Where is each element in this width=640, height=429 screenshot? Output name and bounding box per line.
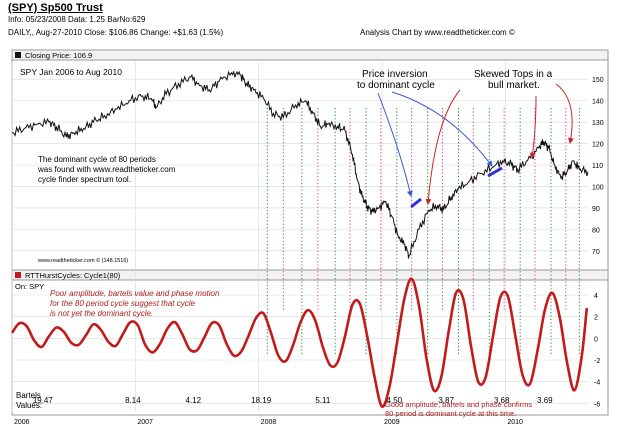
- cycle-tick-label: 4: [594, 293, 598, 300]
- dominant-cycle-line-3: cycle finder spectrum tool.: [38, 175, 131, 184]
- analysis-credit: Analysis Chart by www.readtheticker.com …: [360, 28, 515, 37]
- price-legend-bar: [11, 49, 609, 61]
- cycle-grid: [12, 294, 588, 404]
- x-tick-label: 2008: [261, 419, 277, 426]
- cycle-markers: [266, 108, 580, 355]
- price-tick-label: 140: [592, 99, 604, 106]
- cycle-legend-text: RTTHurstCycles: Cycle1(80): [25, 271, 121, 280]
- dominant-cycle-line-1: The dominant cycle of 80 periods: [38, 155, 156, 164]
- chart-info-line: Info: 05/23/2008 Data: 1.25 BarNo:629: [8, 15, 146, 24]
- bartels-value: 4.12: [186, 396, 202, 405]
- bartels-label-2: Values:: [16, 401, 42, 410]
- bartels-value: 3.87: [438, 396, 454, 405]
- inversion-arrow-2: [391, 91, 493, 167]
- good-note-line-2: 80 period is dominant cycle at this time…: [385, 409, 516, 418]
- cycle-y-axis: 4 2 0 -2 -4 -6: [594, 293, 600, 408]
- price-legend-swatch: [15, 52, 21, 58]
- price-watermark: www.readtheticker.com © (148.1516): [37, 257, 128, 264]
- price-tick-label: 90: [592, 206, 600, 213]
- cycle-tick-label: -6: [594, 401, 600, 408]
- price-tick-label: 110: [592, 163, 603, 170]
- cycle-tick-label: -2: [594, 358, 600, 365]
- poor-note-line-3: is not yet the dominant cycle.: [50, 309, 153, 318]
- inversion-bar-1: [410, 197, 422, 209]
- inversion-label-1: Price inversion: [362, 69, 428, 80]
- price-tick-label: 100: [592, 184, 604, 191]
- bartels-value: 4.50: [387, 396, 403, 405]
- price-series-line: [12, 70, 589, 259]
- cycle-tick-label: 2: [594, 315, 598, 322]
- price-chart-title: SPY Jan 2006 to Aug 2010: [20, 67, 122, 77]
- bartels-value: 19.47: [33, 396, 54, 405]
- cycle-series-line: [10, 277, 589, 408]
- cycle-legend-swatch: [15, 272, 21, 278]
- price-tick-label: 150: [592, 77, 604, 84]
- skewed-label-1: Skewed Tops in a: [474, 69, 553, 80]
- bartels-value: 8.14: [125, 396, 141, 405]
- price-tick-label: 70: [592, 249, 600, 256]
- inversion-bar-2: [487, 166, 503, 178]
- skewed-arrow-3: [555, 83, 574, 144]
- x-tick-label: 2006: [14, 419, 30, 426]
- bartels-value: 5.11: [315, 396, 331, 405]
- x-tick-label: 2007: [137, 419, 153, 426]
- price-panel-frame: [11, 49, 609, 271]
- good-note-line-1: Good amplitude, bartels and phase confir…: [385, 400, 532, 409]
- skewed-label-2: bull market.: [488, 80, 540, 91]
- chart-symbol-title[interactable]: (SPY) Sp500 Trust: [8, 2, 103, 14]
- price-tick-label: 80: [592, 227, 600, 234]
- price-legend-text: Closing Price: 106.9: [25, 51, 92, 60]
- price-tick-label: 130: [592, 120, 604, 127]
- bartels-value: 3.68: [494, 396, 510, 405]
- chart-daily-line: DAILY,, Aug-27-2010 Close: $106.86 Chang…: [8, 28, 224, 37]
- poor-note-line-1: Poor amplitude, bartels value and phase …: [50, 289, 220, 298]
- price-grid: [12, 78, 588, 252]
- bartels-value: 18.19: [251, 396, 272, 405]
- dominant-cycle-line-2: was found with www.readtheticker.com: [37, 165, 176, 174]
- bartels-label-1: Bartels: [16, 391, 41, 400]
- cycle-tick-label: 0: [594, 336, 598, 343]
- price-tick-label: 120: [592, 142, 604, 149]
- inversion-label-2: to dominant cycle: [357, 80, 435, 91]
- poor-note-line-2: for the 80 period cycle suggest that cyc…: [50, 299, 196, 308]
- bartels-value: 3.69: [537, 396, 553, 405]
- skewed-arrow-1: [425, 89, 461, 205]
- time-x-axis: 2006 2007 2008 2009 2010: [11, 62, 523, 426]
- x-tick-label: 2009: [384, 419, 400, 426]
- bartels-values: 19.47 8.14 4.12 18.19 5.11 4.50 3.87 3.68 3.69: [33, 396, 553, 405]
- inversion-arrow-1: [377, 92, 413, 197]
- x-tick-label: 2010: [507, 419, 523, 426]
- annotation-arrows: [377, 83, 574, 209]
- skewed-arrow-2: [529, 95, 537, 159]
- cycle-on-label: On: SPY: [15, 282, 44, 291]
- cycle-tick-label: -4: [594, 380, 600, 387]
- price-y-axis: 70 80 90 100 110 120 130 140 150: [592, 77, 604, 256]
